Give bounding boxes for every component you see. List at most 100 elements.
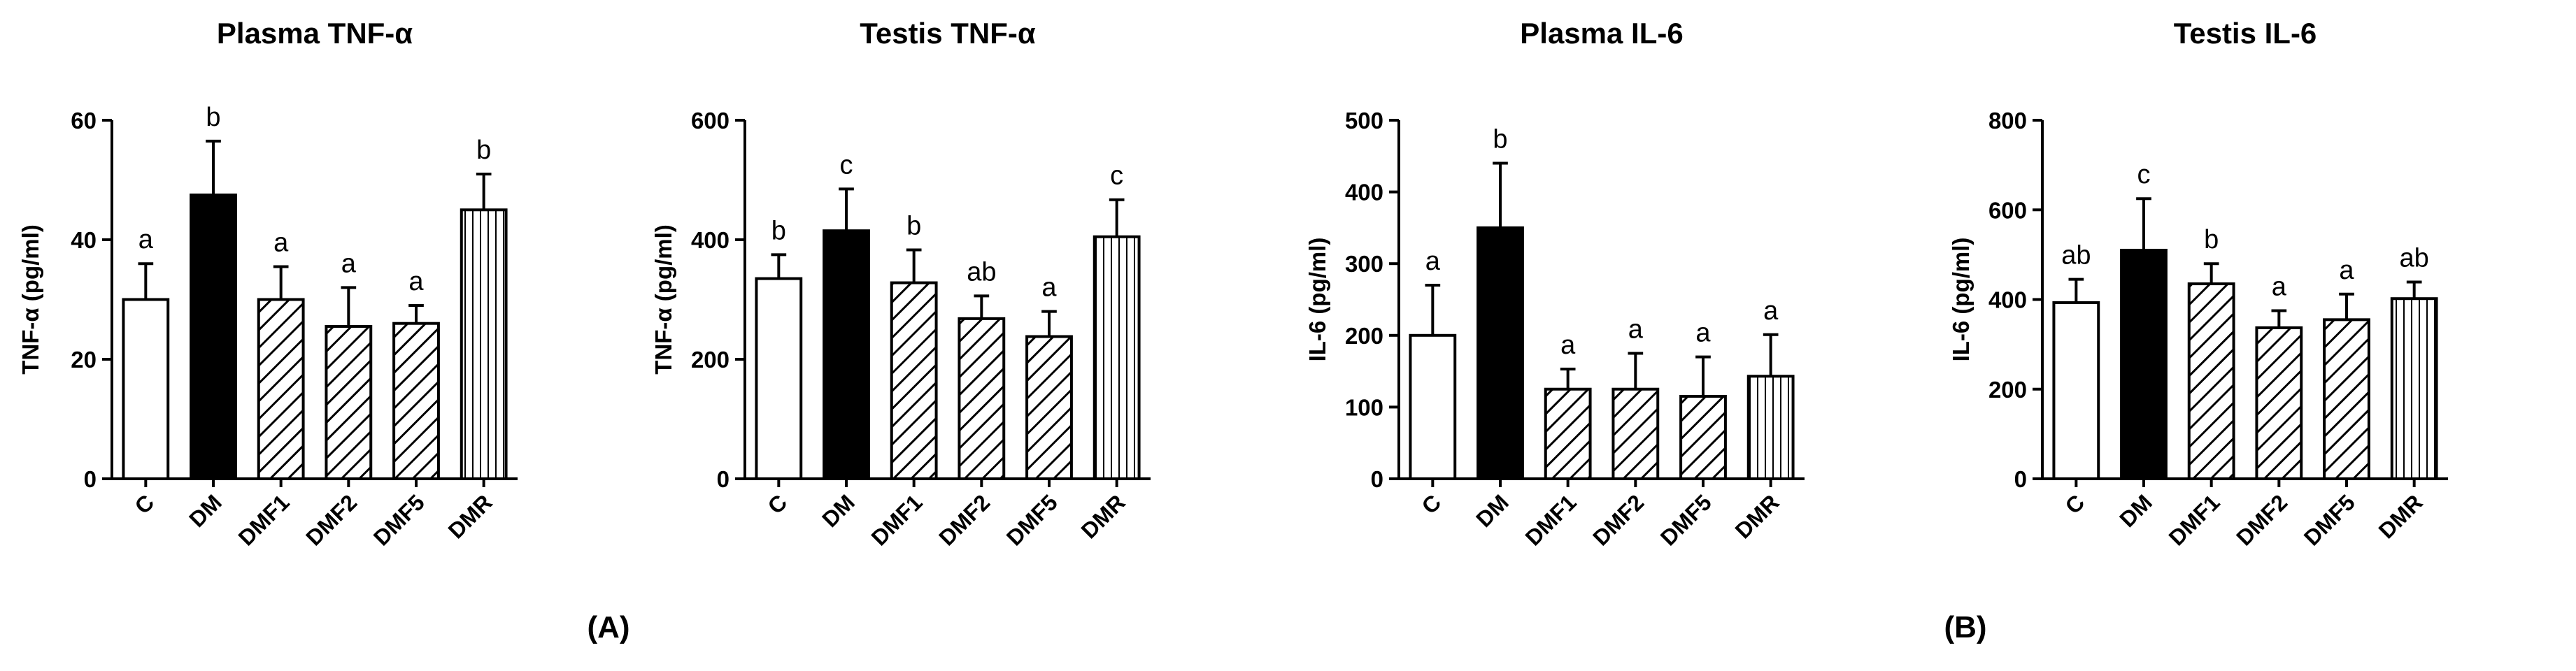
category-label: DM [2114,489,2157,532]
y-tick-label: 0 [84,466,97,492]
significance-letter: c [840,150,853,180]
bar-dmf5 [1025,335,1073,481]
significance-letter: a [138,225,154,254]
bar-c [755,277,803,480]
bar-dmf1 [2187,282,2235,480]
bar-dmf5 [2323,318,2370,481]
bar-dmf1 [257,298,305,480]
category-label: C [129,489,159,519]
category-label: DMR [2374,489,2428,543]
y-axis-label: TNF-α (pg/ml) [650,224,676,375]
category-label: DM [184,489,227,532]
category-label: DMR [1076,489,1130,543]
category-label: C [762,489,792,519]
y-axis-label: IL-6 (pg/ml) [1304,238,1330,362]
category-label: DMF2 [934,489,995,550]
category-label: DM [1471,489,1514,532]
category-label: DMF2 [301,489,362,550]
category-label: DMF5 [1002,489,1062,550]
chart-title: Plasma IL-6 [1520,17,1683,50]
bar-dmf5 [1679,395,1727,481]
bar-dm [823,229,870,480]
category-label: DMR [443,489,497,543]
category-label: DMR [1730,489,1784,543]
chart-title: Testis TNF-α [860,17,1036,50]
bar-dmf2 [2255,326,2303,480]
significance-letter: a [1041,273,1057,303]
significance-letter: a [1560,331,1576,360]
significance-letter: a [408,267,424,296]
category-label: DMF1 [1521,489,1581,550]
bar-dmr [2390,297,2438,480]
bar-dmf1 [890,281,938,480]
bar-c [1409,333,1457,480]
significance-letter: a [1763,296,1779,326]
y-tick-label: 200 [1988,377,2027,403]
significance-letter: a [2339,256,2354,285]
chart-title: Plasma TNF-α [217,17,413,50]
bar-dmf2 [325,324,373,480]
category-label: DMF1 [234,489,294,550]
y-tick-label: 0 [2014,466,2027,492]
panel-label-b: (B) [1944,610,1986,644]
significance-letter: a [273,228,289,257]
bar-c [2052,301,2100,480]
category-label: DMF1 [2164,489,2225,550]
chart-2: Testis TNF-α TNF-α (pg/ml) b Cc DM b DMF1 ab DMF… [650,17,1151,551]
bar-dmr [1093,235,1141,480]
y-tick-label: 600 [691,108,730,134]
significance-letter: a [1425,247,1441,276]
y-tick-label: 400 [1345,180,1383,205]
y-tick-label: 40 [71,227,97,253]
significance-letter: b [1493,125,1507,154]
category-label: C [2060,489,2089,519]
significance-letter: b [906,212,921,241]
category-label: DM [817,489,860,532]
significance-letter: b [2204,225,2219,254]
category-label: DMF2 [1588,489,1649,550]
significance-letter: b [476,136,491,165]
y-tick-label: 500 [1345,108,1383,134]
chart-1: Plasma TNF-α TNF-α (pg/ml) a Cb DM a DMF1 a DMF2… [17,17,518,551]
significance-letter: c [2137,160,2151,189]
significance-letter: b [206,103,220,132]
panel-label-a: (A) [587,610,629,644]
bar-dmr [1746,375,1795,480]
category-label: DMF5 [369,489,429,550]
significance-letter: b [771,216,786,245]
significance-letter: a [1695,319,1711,348]
charts: Plasma TNF-α TNF-α (pg/ml) a Cb DM a DMF1 a DMF2… [17,17,2448,551]
chart-title: Testis IL-6 [2174,17,2317,50]
category-label: DMF1 [867,489,927,550]
significance-letter: a [1628,315,1644,344]
y-tick-label: 400 [1988,287,2027,313]
significance-letter: c [1110,161,1123,191]
bar-dmf5 [392,322,440,481]
bar-c [122,298,170,480]
y-tick-label: 100 [1345,394,1383,420]
bar-dmf2 [1611,387,1660,480]
bar-dm [190,193,237,480]
y-tick-label: 400 [691,227,730,253]
significance-letter: a [341,249,357,278]
category-label: DMF5 [2299,489,2360,550]
y-axis-label: IL-6 (pg/ml) [1948,238,1974,362]
y-tick-label: 0 [717,466,730,492]
y-tick-label: 0 [1371,466,1383,492]
bar-dm [1476,226,1524,480]
y-tick-label: 300 [1345,251,1383,277]
y-tick-label: 800 [1988,108,2027,134]
y-tick-label: 20 [71,347,97,373]
y-tick-label: 600 [1988,197,2027,223]
category-label: DMF2 [2231,489,2292,550]
category-label: C [1416,489,1446,519]
y-tick-label: 60 [71,108,97,134]
chart-4: Testis IL-6 IL-6 (pg/ml) ab Cc DM b DMF1 a DMF2 a… [1948,17,2448,551]
bar-dmr [460,208,508,480]
bar-dmf2 [958,317,1006,480]
significance-letter: ab [2400,243,2429,273]
category-label: DMF5 [1656,489,1716,550]
bar-dm [2120,248,2168,480]
significance-letter: ab [967,257,996,287]
